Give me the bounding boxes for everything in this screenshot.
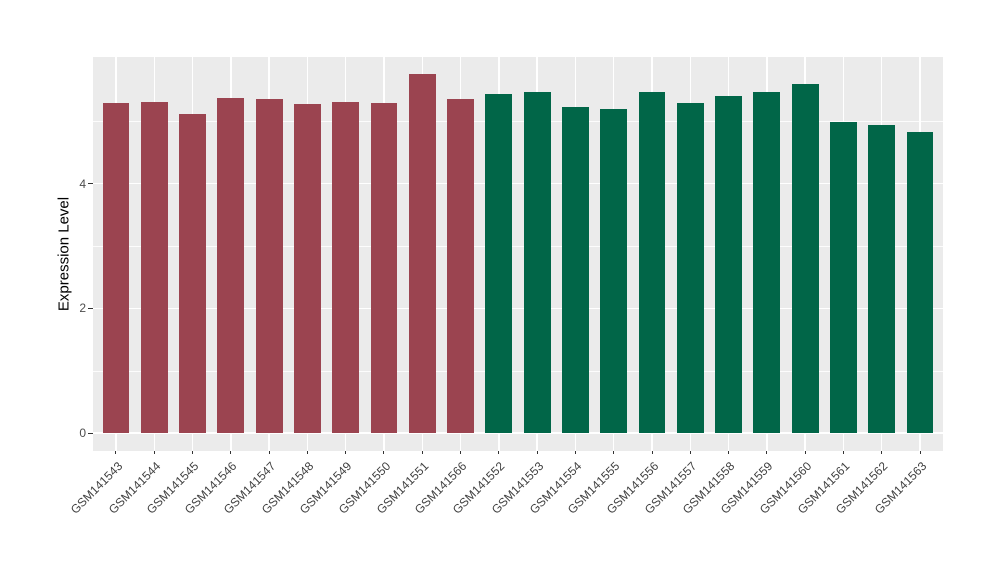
plot-panel (93, 57, 943, 451)
x-axis-tick (881, 451, 883, 454)
x-axis-tick (766, 451, 768, 454)
bar (370, 102, 398, 433)
y-axis-tick (88, 183, 93, 185)
bar (791, 84, 819, 433)
bar (255, 98, 283, 433)
y-axis-tick (88, 432, 93, 434)
x-axis-tick (230, 451, 232, 454)
x-axis-tick (153, 451, 155, 454)
x-axis-tick (651, 451, 653, 454)
bar (217, 97, 245, 433)
bar (676, 103, 704, 433)
bar (562, 106, 589, 433)
bar (906, 131, 934, 433)
x-axis-tick (192, 451, 194, 454)
x-axis-tick (728, 451, 730, 454)
x-axis-tick (574, 451, 576, 454)
gridline-major (93, 182, 943, 185)
y-axis-tick (88, 307, 93, 309)
gridline-minor (93, 121, 943, 123)
x-axis-tick (306, 451, 308, 454)
x-axis-tick (842, 451, 844, 454)
x-axis-tick (689, 451, 691, 454)
gridline-minor (93, 245, 943, 247)
bar (102, 102, 130, 433)
bar (408, 74, 436, 433)
bar (638, 91, 666, 433)
bar (830, 121, 857, 433)
bar (140, 101, 168, 433)
x-axis-tick (115, 451, 117, 454)
x-axis-tick (613, 451, 615, 454)
gridline-major (93, 307, 943, 310)
x-axis-tick (383, 451, 385, 454)
gridline-minor (93, 370, 943, 372)
x-axis-tick (498, 451, 500, 454)
bar (179, 113, 206, 433)
x-axis-tick (345, 451, 347, 454)
x-axis-tick (268, 451, 270, 454)
bar (447, 99, 474, 433)
bar (294, 104, 321, 433)
y-tick-label: 4 (79, 176, 86, 191)
gridline-major (93, 432, 943, 434)
bar (332, 101, 360, 433)
x-axis-tick (421, 451, 423, 454)
x-axis-tick (804, 451, 806, 454)
y-tick-label: 2 (79, 301, 86, 316)
bar (715, 95, 742, 433)
bar (523, 91, 551, 433)
x-axis-tick (460, 451, 462, 454)
y-tick-label: 0 (79, 426, 86, 440)
bar (868, 124, 896, 433)
bar (753, 91, 781, 433)
x-axis-tick (919, 451, 921, 454)
y-axis-title: Expression Level (55, 196, 73, 312)
x-axis-tick (536, 451, 538, 454)
bar (485, 94, 513, 433)
bar (600, 108, 628, 433)
